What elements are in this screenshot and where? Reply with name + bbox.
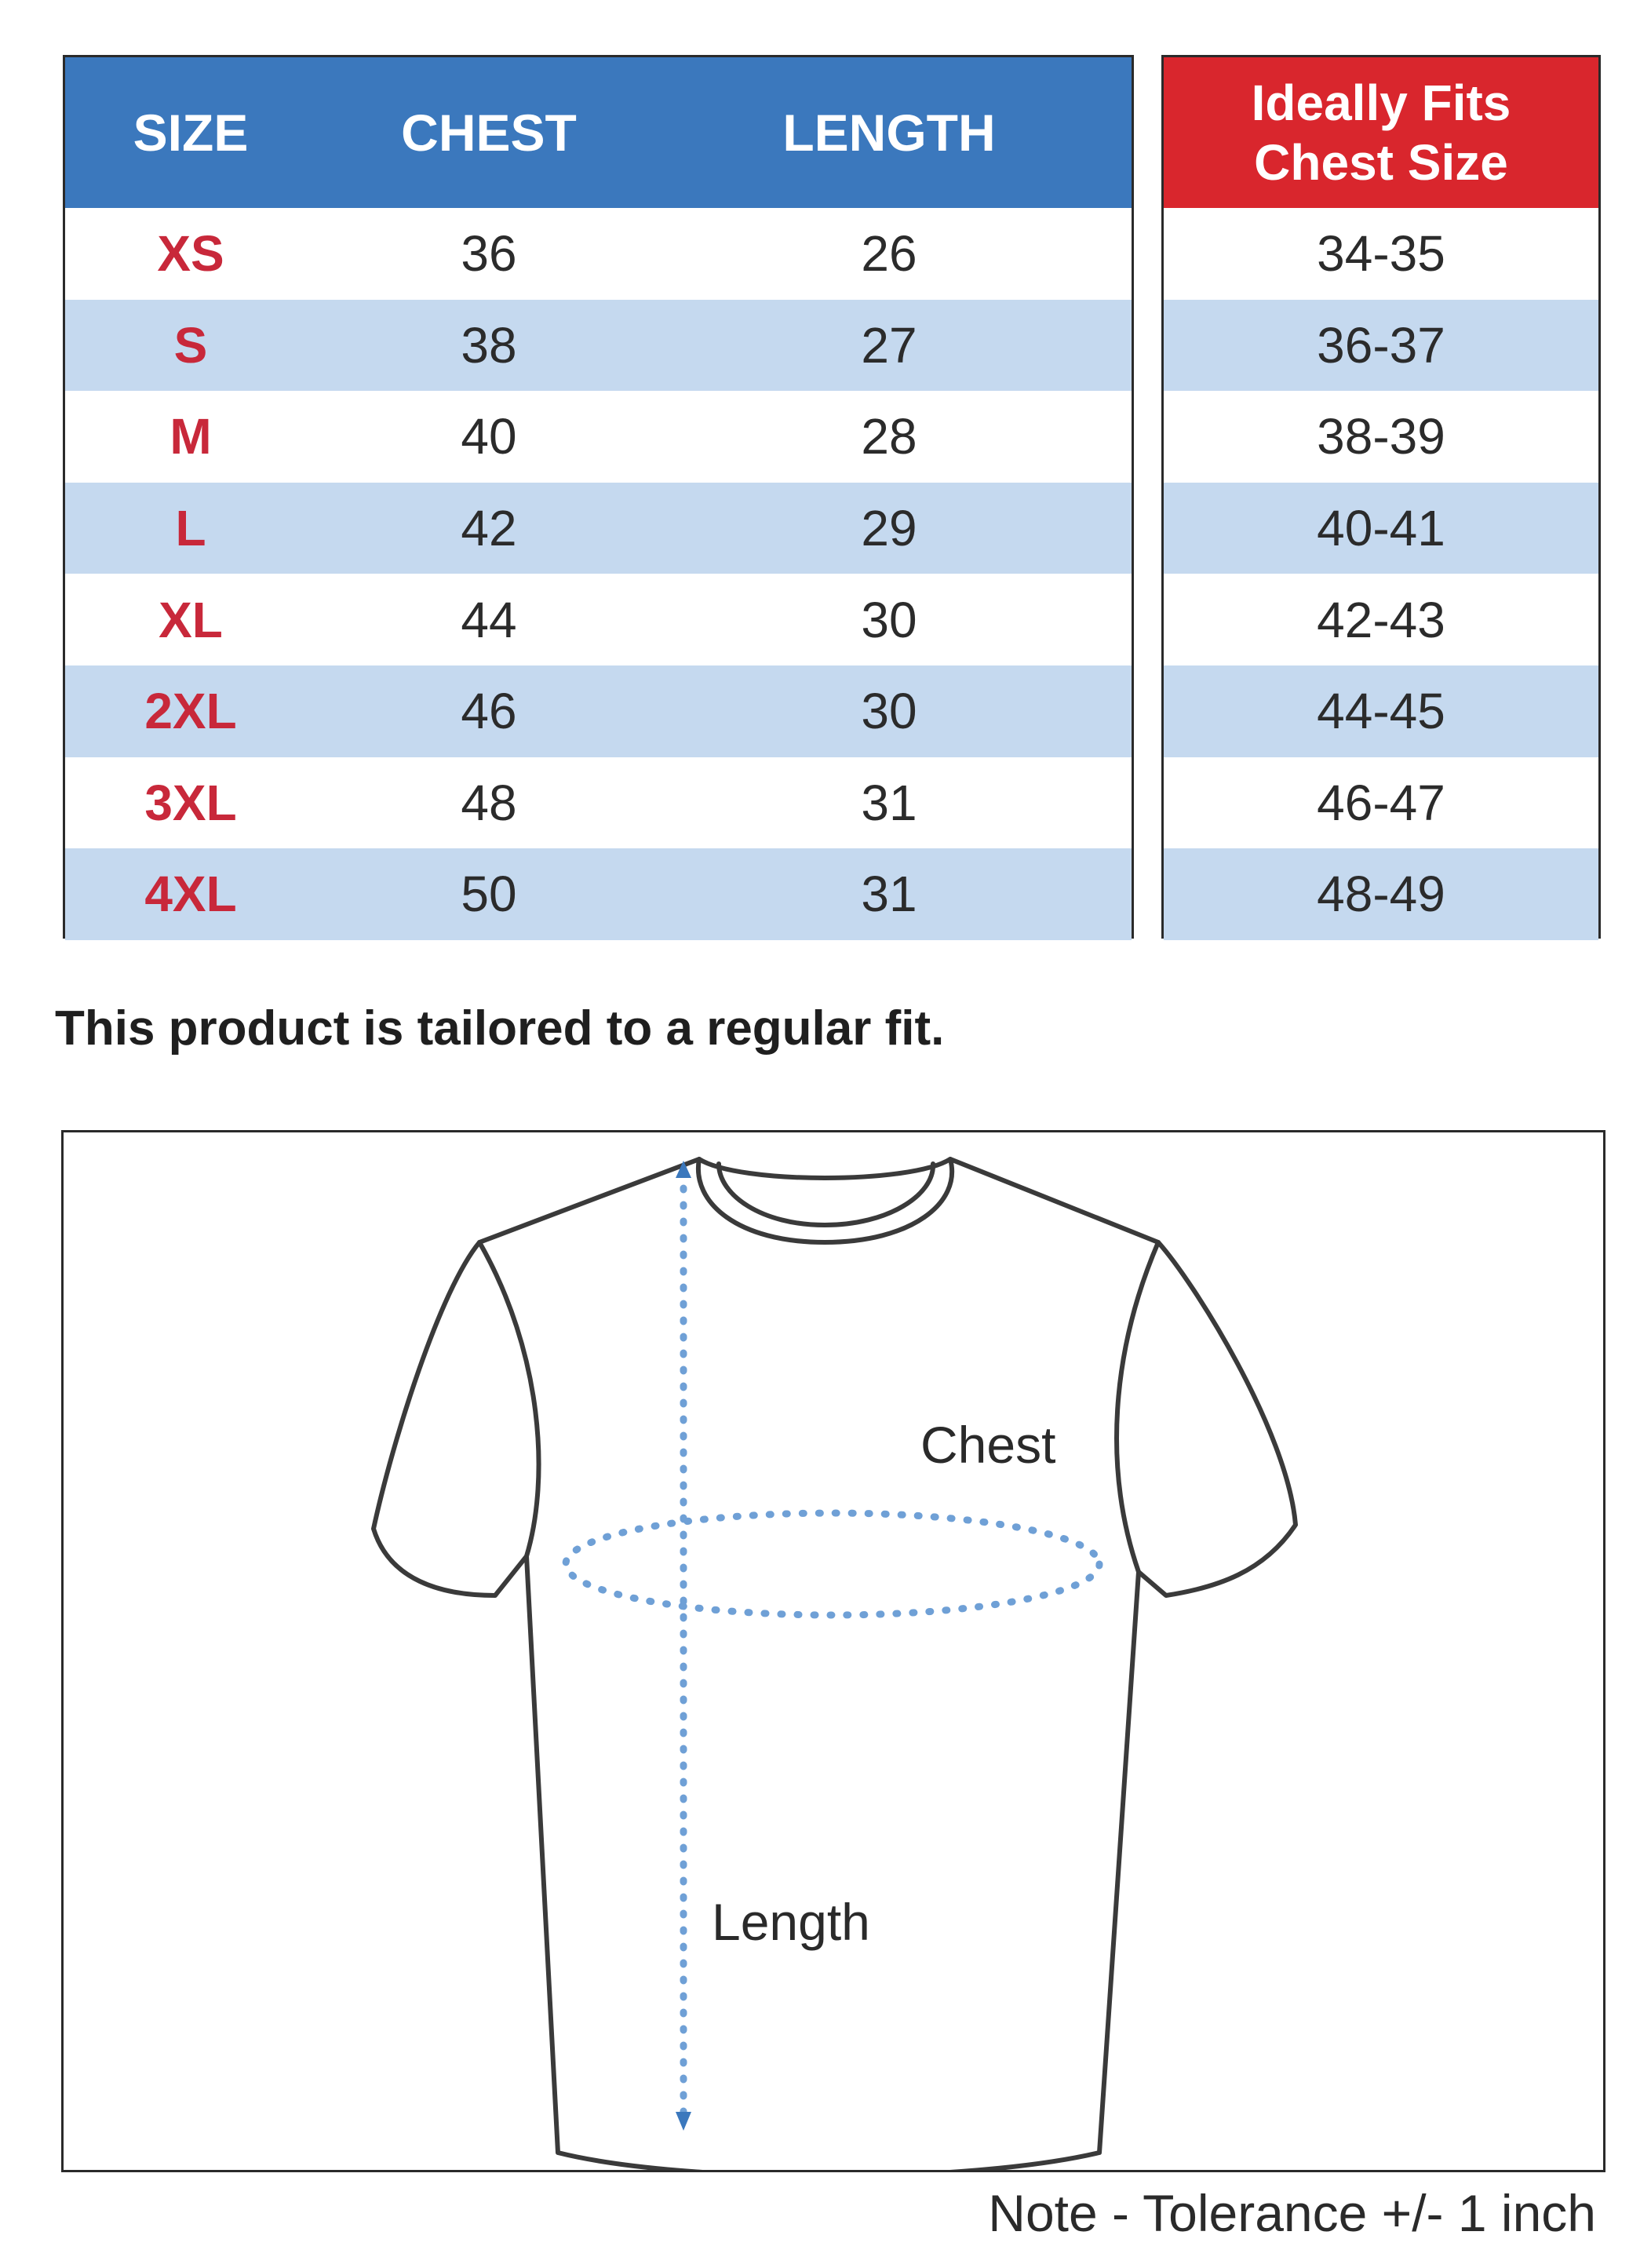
length-cell: 29 (861, 500, 917, 557)
chest-cell: 46 (461, 683, 517, 740)
fit-cell: 40-41 (1317, 500, 1445, 557)
chest-cell: 50 (461, 866, 517, 923)
table-row: 2XL 46 30 (65, 665, 1132, 757)
header-size: SIZE (133, 104, 249, 162)
size-cell: L (175, 500, 206, 557)
table-row: S 38 27 (65, 299, 1132, 392)
sleeve-seam-left (477, 1240, 541, 1559)
table-row: 48-49 (1164, 848, 1598, 940)
size-cell: XL (159, 591, 223, 648)
size-cell: XS (157, 225, 224, 283)
table-row: XL 44 30 (65, 574, 1132, 665)
chest-cell: 42 (461, 500, 517, 557)
size-cell: M (169, 408, 212, 465)
size-table-header: SIZE CHEST LENGTH (65, 57, 1132, 208)
collar-outer (695, 1157, 954, 1245)
length-arrow-bottom (676, 2112, 691, 2131)
fit-header-line1: Ideally Fits (1251, 75, 1511, 131)
length-cell: 30 (861, 683, 917, 740)
tolerance-note: Note - Tolerance +/- 1 inch (988, 2184, 1596, 2242)
header-length: LENGTH (782, 104, 996, 162)
fit-cell: 44-45 (1317, 683, 1445, 740)
header-chest: CHEST (401, 104, 577, 162)
length-cell: 28 (861, 408, 917, 465)
collar-inner (716, 1161, 936, 1227)
table-row: 46-47 (1164, 757, 1598, 849)
fit-cell: 42-43 (1317, 591, 1445, 648)
fit-cell: 36-37 (1317, 316, 1445, 374)
length-cell: 27 (861, 316, 917, 374)
fit-header-line2: Chest Size (1254, 134, 1508, 191)
length-cell: 30 (861, 591, 917, 648)
chest-cell: 40 (461, 408, 517, 465)
length-cell: 31 (861, 866, 917, 923)
table-row: L 42 29 (65, 482, 1132, 574)
sleeve-seam-right (1114, 1240, 1161, 1574)
table-row: 44-45 (1164, 665, 1598, 757)
table-row: 3XL 48 31 (65, 757, 1132, 849)
table-row: 36-37 (1164, 299, 1598, 392)
chest-cell: 36 (461, 225, 517, 283)
table-row: 38-39 (1164, 391, 1598, 483)
tshirt-diagram: Chest Length (61, 1130, 1605, 2172)
fit-cell: 38-39 (1317, 408, 1445, 465)
chest-cell: 38 (461, 316, 517, 374)
fit-table: Ideally Fits Chest Size 34-35 36-37 38-3… (1161, 55, 1601, 940)
table-row: 34-35 (1164, 208, 1598, 300)
length-cell: 26 (861, 225, 917, 283)
length-arrow-top (676, 1161, 691, 1178)
chest-cell: 48 (461, 774, 517, 831)
table-row: 42-43 (1164, 574, 1598, 665)
length-cell: 31 (861, 774, 917, 831)
length-label: Length (712, 1893, 870, 1951)
chest-cell: 44 (461, 591, 517, 648)
fit-note: This product is tailored to a regular fi… (55, 1001, 945, 1056)
table-row: 40-41 (1164, 482, 1598, 574)
fit-table-header: Ideally Fits Chest Size (1164, 57, 1598, 208)
chest-label: Chest (920, 1416, 1056, 1474)
tshirt-illustration (371, 1157, 1298, 2170)
size-table: SIZE CHEST LENGTH XS 36 26 S 38 27 M 40 … (63, 55, 1134, 940)
size-cell: 3XL (144, 774, 237, 831)
fit-cell: 46-47 (1317, 774, 1445, 831)
fit-cell: 48-49 (1317, 866, 1445, 923)
size-cell: 4XL (144, 866, 237, 923)
chest-measure-ellipse (562, 1509, 1103, 1619)
table-row: M 40 28 (65, 391, 1132, 483)
size-cell: 2XL (144, 683, 237, 740)
table-row: XS 36 26 (65, 208, 1132, 300)
table-row: 4XL 50 31 (65, 848, 1132, 940)
fit-cell: 34-35 (1317, 225, 1445, 283)
size-cell: S (173, 316, 208, 374)
